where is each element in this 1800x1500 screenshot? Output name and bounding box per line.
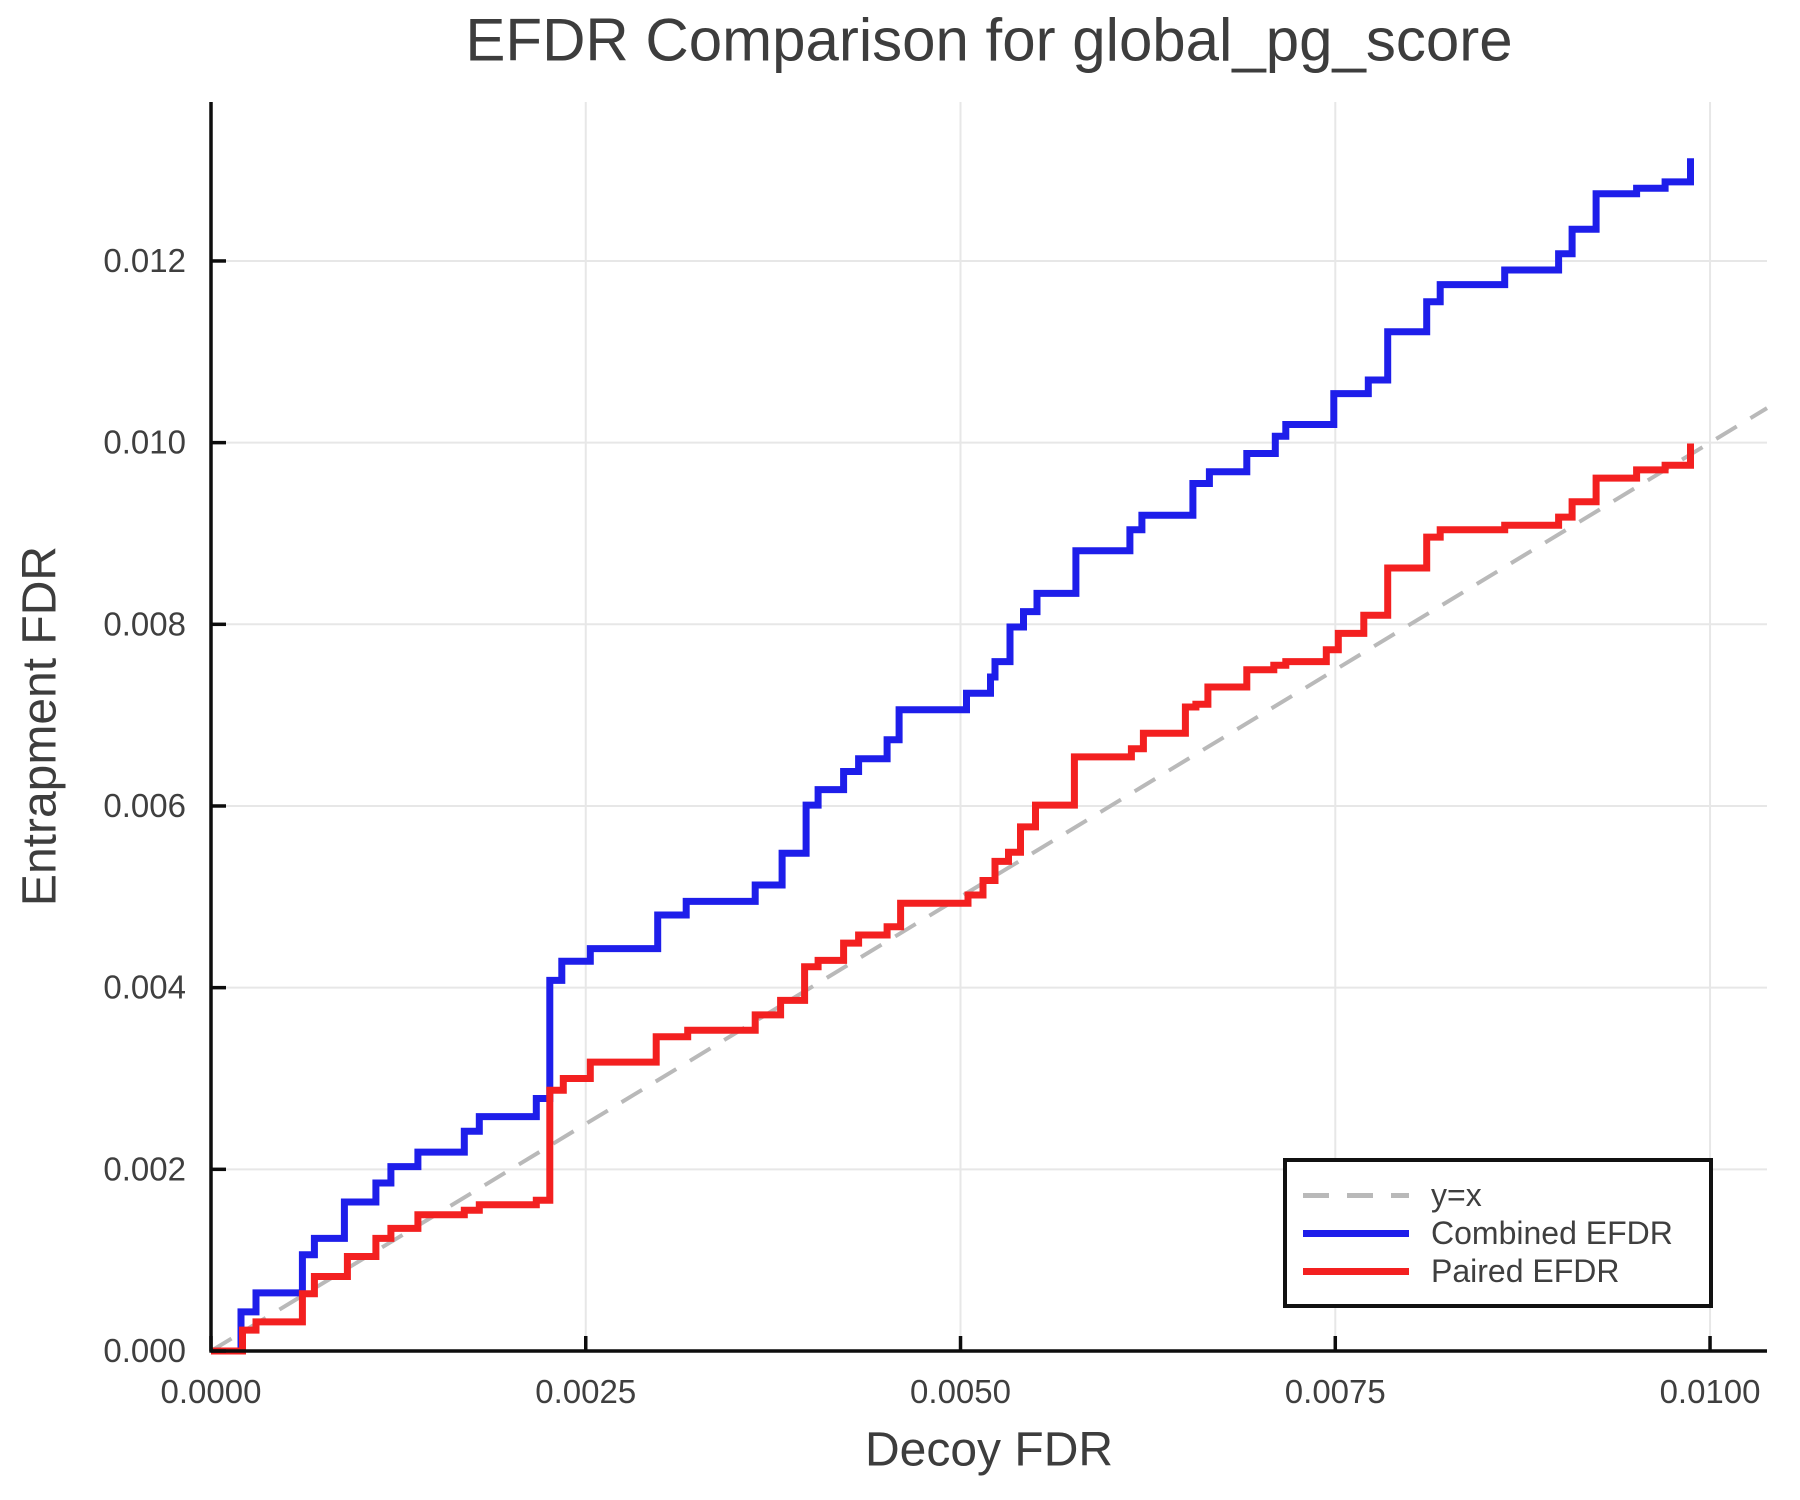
y-tick-label: 0.010 xyxy=(103,424,186,461)
y-tick-label: 0.000 xyxy=(103,1332,186,1369)
combined-efdr-line xyxy=(211,158,1694,1355)
legend: y=x Combined EFDR Paired EFDR xyxy=(1283,1158,1713,1308)
legend-item-combined-efdr: Combined EFDR xyxy=(1287,1214,1709,1252)
y-tick-label: 0.008 xyxy=(103,605,186,642)
x-tick-label: 0.0050 xyxy=(910,1373,1011,1410)
tick-labels: 0.0000 0.0025 0.0050 0.0075 0.0100 0.000 0.002… xyxy=(103,242,1760,1410)
x-tick-label: 0.0025 xyxy=(535,1373,636,1410)
y-tick-label: 0.004 xyxy=(103,969,186,1006)
chart-title: EFDR Comparison for global_pg_score xyxy=(465,6,1513,74)
y-tick-label: 0.006 xyxy=(103,787,186,824)
x-tick-label: 0.0000 xyxy=(161,1373,262,1410)
legend-dashed-line-sample xyxy=(1303,1192,1409,1198)
identity-line-group xyxy=(209,406,1769,1353)
x-axis-label: Decoy FDR xyxy=(864,1423,1114,1477)
paired-efdr-line xyxy=(211,443,1694,1355)
x-tick-label: 0.0075 xyxy=(1285,1373,1386,1410)
y-tick-label: 0.002 xyxy=(103,1150,186,1187)
gridlines xyxy=(211,102,1767,1351)
identity-line xyxy=(209,406,1769,1353)
legend-item-identity: y=x xyxy=(1287,1176,1709,1214)
legend-label-combined-efdr: Combined EFDR xyxy=(1431,1215,1673,1251)
legend-item-paired-efdr: Paired EFDR xyxy=(1287,1252,1709,1290)
x-tick-label: 0.0100 xyxy=(1660,1373,1761,1410)
y-tick-label: 0.012 xyxy=(103,242,186,279)
legend-label-paired-efdr: Paired EFDR xyxy=(1431,1253,1620,1289)
y-axis-label: Entrapment FDR xyxy=(13,545,67,907)
legend-red-line-sample xyxy=(1303,1267,1409,1275)
legend-blue-line-sample xyxy=(1303,1229,1409,1237)
legend-label-identity: y=x xyxy=(1431,1177,1482,1213)
tick-marks xyxy=(209,259,1712,1353)
axes-spines xyxy=(209,102,1767,1353)
series-lines xyxy=(211,158,1694,1355)
